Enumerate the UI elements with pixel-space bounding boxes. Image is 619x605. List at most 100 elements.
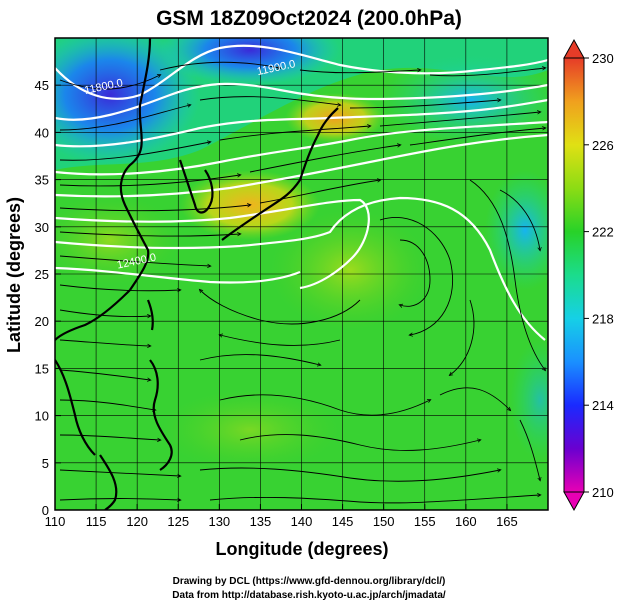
y-tick-label: 10 (35, 409, 49, 424)
x-tick-label: 110 (45, 514, 66, 529)
x-axis-label: Longitude (degrees) (215, 539, 388, 559)
contour-line-8 (55, 266, 301, 284)
coastline-asia-mainland (55, 38, 152, 341)
coastline-indochina (55, 359, 96, 456)
streamline-1 (59, 75, 160, 90)
coastline-taiwan (146, 299, 154, 331)
streamline-36 (199, 467, 500, 482)
streamline-8 (59, 142, 210, 161)
y-tick-label: 15 (35, 361, 49, 376)
streamline-7 (349, 100, 500, 109)
streamline-13 (409, 128, 545, 146)
coastlines (55, 38, 339, 510)
contour-line-6 (55, 198, 370, 290)
streamline-37 (209, 495, 540, 504)
streamline-24 (59, 469, 180, 476)
wind-streamlines (59, 61, 545, 504)
x-tick-label: 125 (167, 514, 189, 529)
x-tick-label: 150 (373, 514, 395, 529)
streamline-10 (379, 112, 540, 127)
x-tick-label: 120 (126, 514, 148, 529)
streamline-3 (299, 70, 420, 74)
y-tick-label: 20 (35, 314, 49, 329)
x-tick-label: 155 (414, 514, 436, 529)
colorbar-tick-label: 230 (592, 51, 614, 66)
colorbar-tick-label: 226 (592, 138, 614, 153)
coastline-korea (178, 159, 214, 214)
y-axis-label: Latitude (degrees) (4, 197, 24, 353)
colorbar-tick-label: 222 (592, 225, 614, 240)
streamline-4 (429, 68, 545, 77)
cold-pool-northwest (55, 38, 200, 165)
streamline-19 (59, 309, 150, 317)
streamline-6 (199, 96, 340, 105)
streamline-34 (439, 387, 510, 410)
y-tick-label: 0 (42, 503, 49, 518)
streamline-21 (59, 369, 150, 380)
contour-line-7 (55, 196, 546, 341)
streamline-12 (249, 145, 400, 173)
streamline-2 (159, 61, 280, 71)
y-tick-label: 5 (42, 456, 49, 471)
x-tick-label: 165 (496, 514, 518, 529)
streamline-9 (219, 126, 370, 141)
y-tick-label: 40 (35, 125, 49, 140)
streamline-31 (220, 335, 341, 346)
streamline-5 (59, 105, 190, 131)
x-tick-label: 160 (455, 514, 477, 529)
streamline-30 (200, 290, 361, 325)
cool-patch-southeast (510, 340, 548, 460)
colorbar-top-arrow (563, 38, 585, 59)
streamline-26 (379, 216, 454, 335)
x-axis-ticks: 110 115 120 125 130 135 140 145 150 155 160 165 (45, 504, 518, 529)
colorbar: 230 226 222 218 214 210 (563, 38, 614, 512)
y-tick-label: 25 (35, 267, 49, 282)
credit-drawing: Drawing by DCL (https://www.gfd-dennou.o… (173, 576, 446, 587)
streamline-23 (59, 434, 160, 440)
cold-pool-north (160, 38, 340, 85)
streamline-28 (469, 179, 545, 370)
streamline-33 (219, 394, 430, 416)
streamline-35 (239, 434, 480, 451)
colorbar-scale (563, 57, 585, 493)
contour-line-1 (55, 44, 548, 100)
streamline-15 (259, 180, 380, 204)
contour-line-4 (55, 120, 548, 176)
x-tick-label: 145 (332, 514, 354, 529)
streamline-11 (59, 175, 240, 187)
yellow-green-area-central (270, 210, 430, 330)
streamline-18 (59, 284, 180, 291)
colorbar-bottom-arrow (563, 491, 585, 512)
y-tick-label: 30 (35, 220, 49, 235)
y-axis-ticks: 0 5 10 15 20 25 30 35 40 45 (35, 78, 61, 518)
colorbar-tick-label: 218 (592, 311, 614, 326)
streamline-38 (450, 299, 475, 375)
y-tick-label: 35 (35, 173, 49, 188)
streamline-32 (199, 354, 320, 365)
contour-line-2 (55, 82, 548, 121)
y-tick-label: 45 (35, 78, 49, 93)
coastline-borneo (99, 454, 118, 510)
credit-data: Data from http://database.rish.kyoto-u.a… (172, 590, 446, 601)
streamline-27 (400, 239, 431, 306)
x-tick-label: 135 (250, 514, 272, 529)
cool-patch-east (485, 170, 548, 290)
colorbar-tick-label: 214 (592, 398, 614, 413)
contour-line-5 (55, 133, 548, 198)
height-contours (55, 44, 548, 341)
streamline-39 (519, 419, 540, 480)
coastline-japan (221, 107, 339, 241)
x-tick-label: 130 (208, 514, 230, 529)
contour-line-3 (55, 98, 548, 148)
colorbar-ticks: 230 226 222 218 214 210 (584, 51, 614, 500)
streamline-25 (59, 499, 180, 501)
colorbar-tick-label: 210 (592, 485, 614, 500)
streamline-20 (59, 339, 150, 346)
streamline-17 (59, 255, 210, 266)
yellow-green-area-south (160, 390, 340, 470)
streamline-29 (499, 189, 540, 250)
streamline-14 (59, 205, 250, 212)
streamline-16 (59, 231, 240, 237)
